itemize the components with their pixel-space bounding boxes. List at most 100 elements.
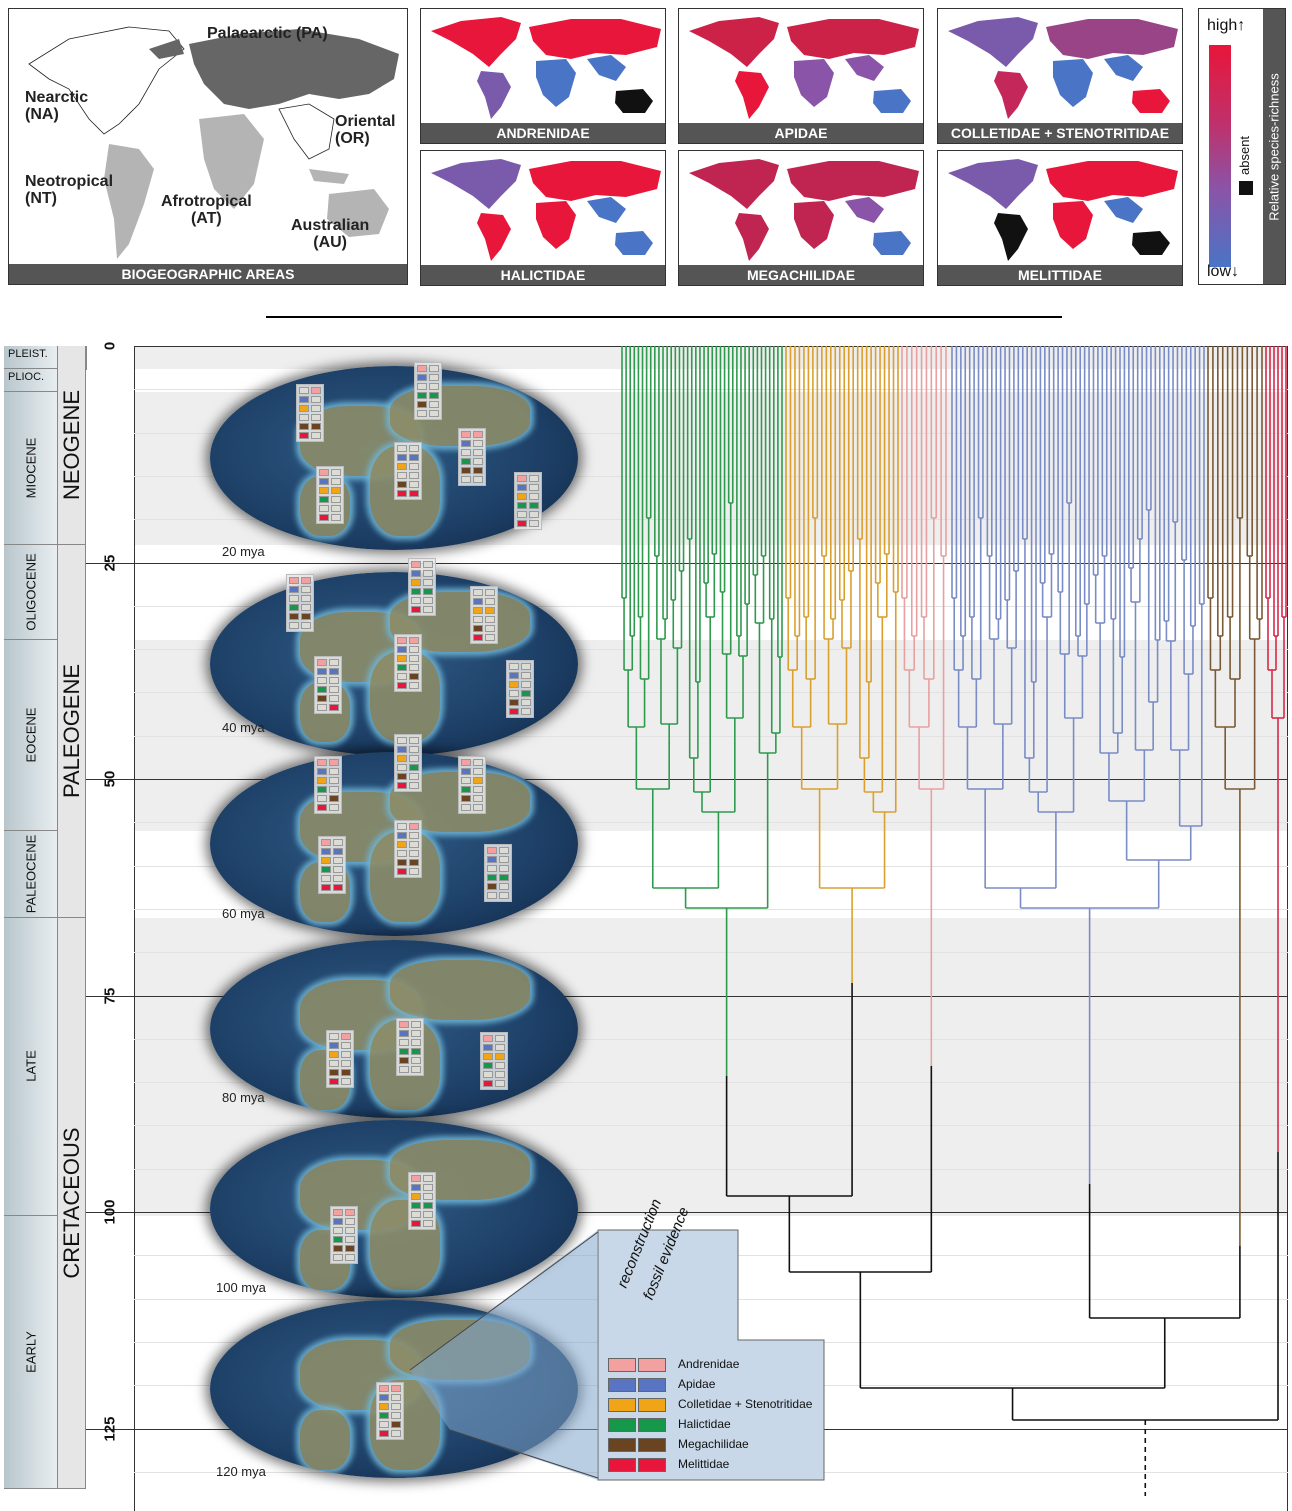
richness-gradient bbox=[1209, 45, 1231, 267]
indicator-cell-reconstruction bbox=[461, 476, 471, 483]
indicator-cell-reconstruction bbox=[411, 1220, 421, 1227]
epoch-cell: MIOCENE bbox=[4, 391, 58, 546]
epoch-label: PALEOCENE bbox=[23, 834, 38, 914]
indicator-cell-reconstruction bbox=[289, 604, 299, 611]
indicator-cell-reconstruction bbox=[411, 561, 421, 568]
indicator-cell-reconstruction bbox=[461, 759, 471, 766]
indicator-cell-fossil bbox=[329, 777, 339, 784]
family-map-label: MELITTIDAE bbox=[938, 265, 1182, 285]
indicator-cell-reconstruction bbox=[317, 795, 327, 802]
minor-gridline bbox=[134, 822, 1288, 824]
indicator-cell-fossil bbox=[499, 874, 509, 881]
indicator-cell-reconstruction bbox=[299, 396, 309, 403]
minor-gridline bbox=[134, 519, 1288, 521]
indicator-cell-reconstruction bbox=[397, 646, 407, 653]
epoch-label: LATE bbox=[23, 1050, 38, 1083]
indicator-cell-fossil bbox=[333, 857, 343, 864]
indicator-cell-reconstruction bbox=[379, 1394, 389, 1401]
indicator-cell-reconstruction bbox=[329, 1033, 339, 1040]
indicator-cell-fossil bbox=[411, 1048, 421, 1055]
globe-age-label: 80 mya bbox=[222, 1090, 265, 1105]
indicator-cell-fossil bbox=[333, 884, 343, 891]
epoch-cell: OLIGOCENE bbox=[4, 545, 58, 640]
indicator-cell-reconstruction bbox=[487, 874, 497, 881]
world-map-regions bbox=[28, 26, 399, 259]
indicator-cell-fossil bbox=[331, 478, 341, 485]
indicator-cell-fossil bbox=[429, 392, 439, 399]
indicator-cell-fossil bbox=[409, 481, 419, 488]
family-legend-name: Andrenidae bbox=[678, 1357, 740, 1371]
indicator-cell-fossil bbox=[329, 768, 339, 775]
indicator-cell-fossil bbox=[495, 1062, 505, 1069]
indicator-cell-reconstruction bbox=[321, 866, 331, 873]
indicator-cell-reconstruction bbox=[289, 613, 299, 620]
indicator-cell-fossil bbox=[473, 786, 483, 793]
indicator-cell-fossil bbox=[311, 396, 321, 403]
indicator-cell-fossil bbox=[329, 677, 339, 684]
indicator-cell-fossil bbox=[485, 625, 495, 632]
period-label: PALEOGENE bbox=[58, 663, 84, 798]
indicator-cell-fossil bbox=[429, 410, 439, 417]
family-map-svg bbox=[948, 159, 1178, 261]
indicator-cell-reconstruction bbox=[461, 449, 471, 456]
indicator-cell-reconstruction bbox=[509, 663, 519, 670]
indicator-cell-fossil bbox=[485, 634, 495, 641]
indicator-cell-fossil bbox=[311, 405, 321, 412]
richness-legend: high↑ absent low↓ Relative species-richn… bbox=[1198, 8, 1286, 285]
axis-tick-label: 100 bbox=[101, 1199, 119, 1225]
area-label-nearctic: Nearctic (NA) bbox=[25, 89, 89, 123]
indicator-cell-reconstruction bbox=[321, 848, 331, 855]
family-map-label: COLLETIDAE + STENOTRITIDAE bbox=[938, 123, 1182, 143]
epoch-label: EARLY bbox=[23, 1331, 38, 1374]
indicator-cell-reconstruction bbox=[321, 884, 331, 891]
indicator-cell-reconstruction bbox=[399, 1057, 409, 1064]
indicator-cell-reconstruction bbox=[411, 570, 421, 577]
major-gridline bbox=[86, 1212, 1288, 1213]
indicator-cell-fossil bbox=[301, 613, 311, 620]
indicator-cell-fossil bbox=[331, 505, 341, 512]
area-family-indicator bbox=[480, 1032, 508, 1090]
area-family-indicator bbox=[396, 1018, 424, 1076]
indicator-cell-reconstruction bbox=[411, 1211, 421, 1218]
family-map-svg bbox=[431, 17, 661, 119]
indicator-cell-fossil bbox=[391, 1385, 401, 1392]
indicator-cell-reconstruction bbox=[461, 431, 471, 438]
indicator-cell-reconstruction bbox=[319, 487, 329, 494]
indicator-cell-fossil bbox=[521, 699, 531, 706]
indicator-cell-fossil bbox=[473, 795, 483, 802]
indicator-cell-reconstruction bbox=[289, 595, 299, 602]
family-legend-name: Megachilidae bbox=[678, 1437, 749, 1451]
indicator-cell-reconstruction bbox=[299, 387, 309, 394]
indicator-cell-reconstruction bbox=[319, 478, 329, 485]
indicator-cell-fossil bbox=[529, 493, 539, 500]
indicator-cell-fossil bbox=[409, 472, 419, 479]
indicator-cell-reconstruction bbox=[321, 857, 331, 864]
swatch-fossil bbox=[638, 1358, 666, 1372]
indicator-cell-fossil bbox=[341, 1078, 351, 1085]
indicator-cell-reconstruction bbox=[317, 759, 327, 766]
indicator-cell-reconstruction bbox=[517, 520, 527, 527]
indicator-cell-reconstruction bbox=[321, 875, 331, 882]
indicator-cell-reconstruction bbox=[461, 467, 471, 474]
swatch-reconstruction bbox=[608, 1458, 636, 1472]
indicator-cell-fossil bbox=[529, 484, 539, 491]
indicator-cell-fossil bbox=[329, 804, 339, 811]
indicator-cell-reconstruction bbox=[397, 673, 407, 680]
landmass bbox=[390, 1320, 530, 1380]
indicator-cell-fossil bbox=[301, 595, 311, 602]
indicator-cell-reconstruction bbox=[329, 1060, 339, 1067]
axis-tick-label: 75 bbox=[101, 987, 119, 1004]
indicator-cell-fossil bbox=[409, 737, 419, 744]
period-label: CRETACEOUS bbox=[58, 1127, 84, 1279]
indicator-cell-reconstruction bbox=[319, 496, 329, 503]
indicator-cell-fossil bbox=[423, 1175, 433, 1182]
legend-title: Relative species-richness bbox=[1266, 72, 1282, 221]
indicator-cell-fossil bbox=[391, 1421, 401, 1428]
indicator-cell-fossil bbox=[529, 502, 539, 509]
legend-high-label: high↑ bbox=[1207, 17, 1246, 34]
epoch-cell: PALEOCENE bbox=[4, 830, 58, 918]
swatch-reconstruction bbox=[608, 1358, 636, 1372]
indicator-cell-fossil bbox=[411, 1021, 421, 1028]
area-family-indicator bbox=[458, 428, 486, 486]
area-family-indicator bbox=[394, 734, 422, 792]
